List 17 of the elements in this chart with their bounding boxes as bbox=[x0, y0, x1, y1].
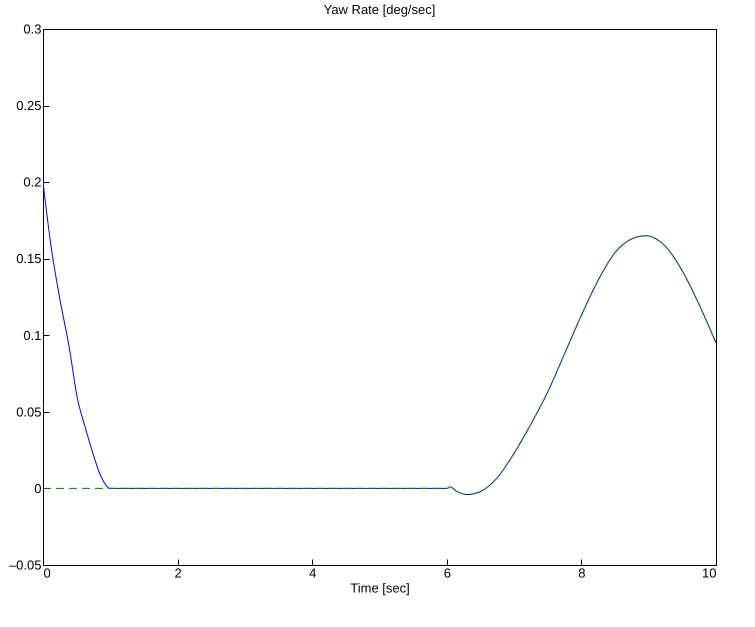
y-tick-label: 0.1 bbox=[23, 328, 42, 343]
x-tick-label: 8 bbox=[578, 566, 586, 580]
y-tick-label: 0.2 bbox=[23, 174, 42, 190]
chart-title: Yaw Rate [deg/sec] bbox=[324, 2, 436, 17]
y-tick-label: 0.3 bbox=[23, 22, 42, 36]
line-series bbox=[43, 235, 716, 496]
x-tick-label: 0 bbox=[44, 566, 51, 580]
y-tick-label: 0.15 bbox=[16, 251, 42, 266]
x-tick-label: 4 bbox=[309, 566, 316, 580]
x-tick-label: 10 bbox=[702, 566, 716, 580]
y-tick-label: –0.05 bbox=[8, 558, 42, 572]
x-tick-label: 6 bbox=[444, 566, 451, 580]
x-axis-title: Time [sec] bbox=[350, 580, 410, 596]
y-tick-label: 0.05 bbox=[16, 404, 42, 420]
y-tick-label: 0 bbox=[34, 480, 42, 496]
y-tick-label: 0.25 bbox=[16, 98, 42, 114]
x-tick-label: 2 bbox=[174, 566, 182, 580]
